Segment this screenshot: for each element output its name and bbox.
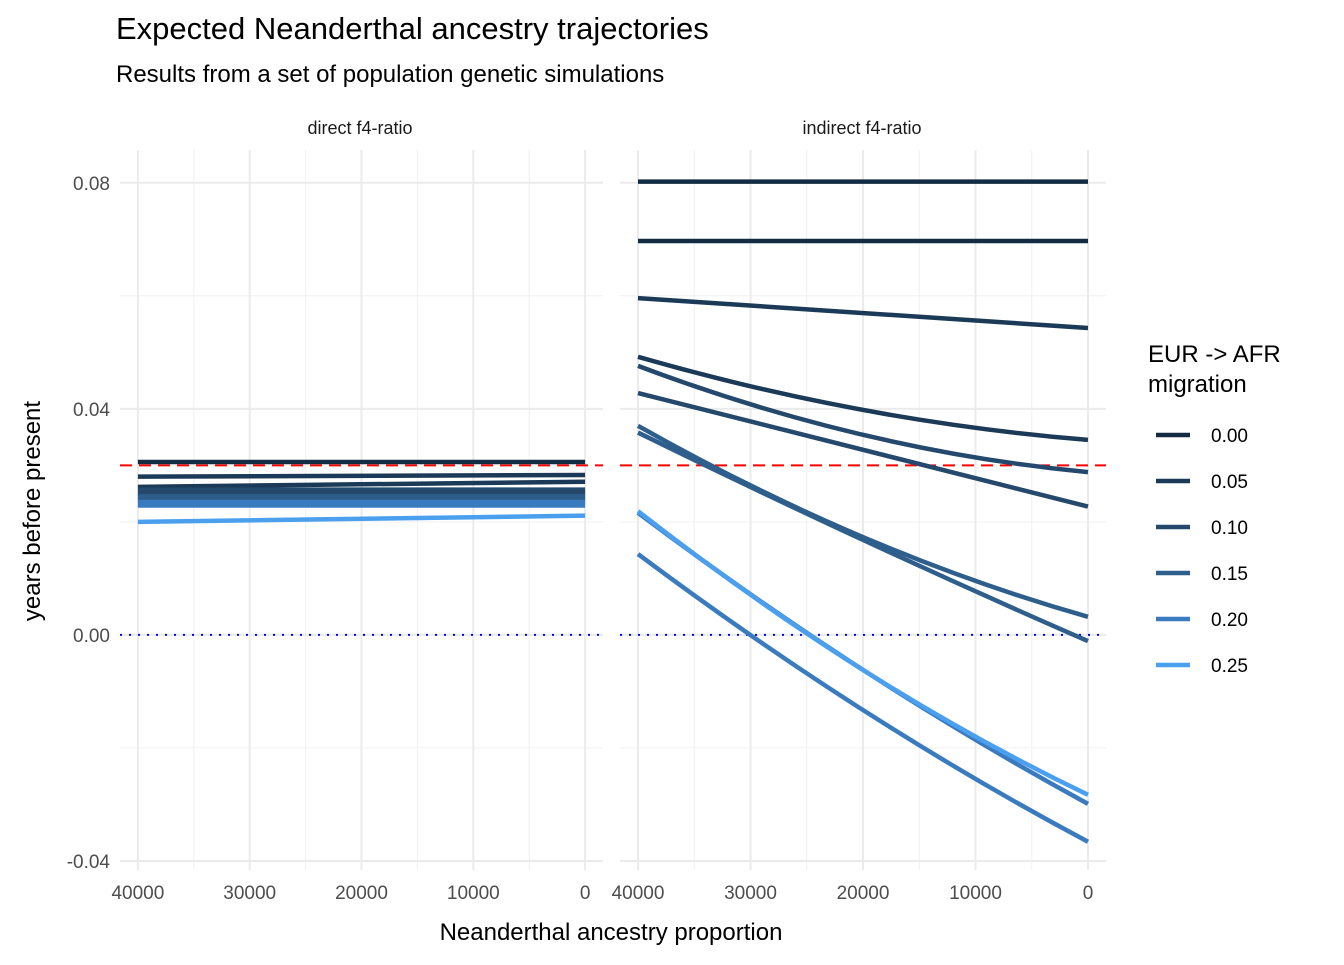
legend-label: 0.15 [1211, 564, 1248, 585]
chart-subtitle: Results from a set of population genetic… [116, 61, 664, 88]
series-line [636, 423, 1089, 619]
series-line [137, 479, 586, 490]
x-tick-label: 0 [580, 883, 591, 904]
x-tick-label: 10000 [447, 883, 500, 904]
x-tick-label: 20000 [335, 883, 388, 904]
legend-label: 0.05 [1211, 472, 1248, 493]
legend: EUR -> AFR migration 0.00 0.05 0.10 0.15 0.2… [1148, 341, 1281, 677]
x-axis-ticks: 40000 30000 20000 10000 0 40000 30000 20000 1000… [111, 883, 1093, 904]
series-line [637, 430, 1089, 644]
series-line [137, 472, 586, 479]
series-line [137, 513, 586, 525]
x-tick-label: 40000 [612, 883, 665, 904]
panel-title-direct: direct f4-ratio [307, 118, 412, 138]
y-axis-label: years before present [19, 401, 46, 621]
series-line [636, 509, 1089, 797]
grid [120, 150, 1106, 870]
series-lines [137, 179, 1090, 844]
chart-title: Expected Neanderthal ancestry trajectori… [116, 11, 709, 46]
series-line [637, 295, 1089, 331]
legend-title-line-2: migration [1148, 371, 1247, 398]
y-tick-label: -0.04 [67, 852, 111, 873]
series-line [637, 363, 1089, 475]
x-tick-label: 20000 [837, 883, 890, 904]
legend-title-line-1: EUR -> AFR [1148, 341, 1281, 368]
panel-title-indirect: indirect f4-ratio [802, 118, 921, 138]
legend-label: 0.25 [1211, 656, 1248, 677]
x-tick-label: 40000 [111, 883, 164, 904]
legend-label: 0.20 [1211, 610, 1248, 631]
legend-label: 0.10 [1211, 518, 1248, 539]
y-axis-ticks: 0.08 0.04 0.00 -0.04 [67, 174, 111, 873]
x-tick-label: 10000 [949, 883, 1002, 904]
x-axis-label: Neanderthal ancestry proportion [440, 919, 783, 946]
x-tick-label: 30000 [223, 883, 276, 904]
series-line [637, 390, 1089, 509]
series-line [636, 552, 1090, 844]
y-tick-label: 0.04 [73, 400, 110, 421]
x-tick-label: 30000 [724, 883, 777, 904]
x-tick-label: 0 [1083, 883, 1094, 904]
y-tick-label: 0.08 [73, 174, 110, 195]
legend-label: 0.00 [1211, 426, 1248, 447]
series-line [637, 354, 1089, 443]
y-tick-label: 0.00 [73, 626, 110, 647]
